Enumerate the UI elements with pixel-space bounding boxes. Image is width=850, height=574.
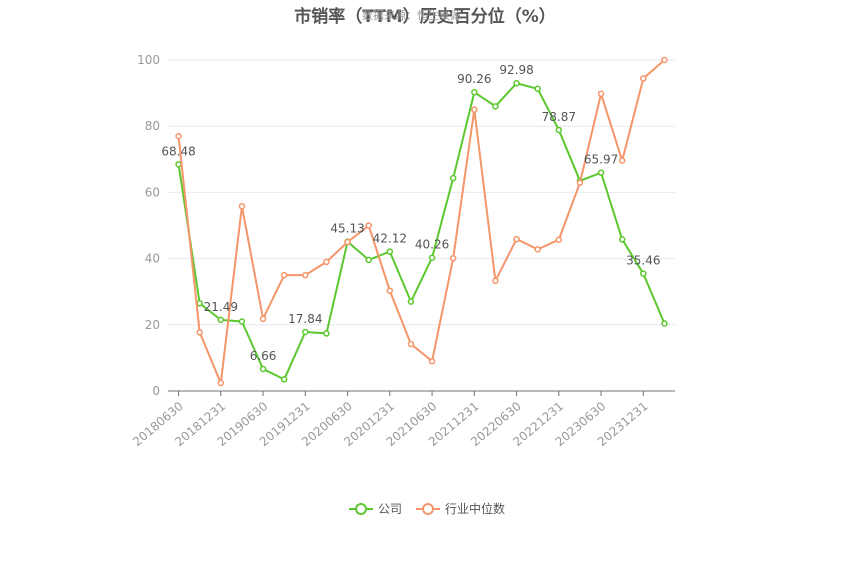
data-label: 78.87 [542, 110, 576, 124]
y-tick-label: 20 [145, 318, 160, 332]
data-point [280, 271, 288, 279]
data-label: 35.46 [626, 254, 660, 268]
y-tick-label: 100 [137, 53, 160, 67]
data-point [534, 246, 541, 253]
data-point [640, 270, 647, 277]
data-point [217, 316, 225, 324]
legend-label: 行业中位数 [445, 501, 505, 516]
data-point [618, 157, 626, 164]
series [175, 56, 668, 387]
data-point [576, 179, 584, 187]
data-point [407, 340, 415, 348]
data-point [534, 85, 541, 93]
data-point [428, 357, 436, 365]
data-point [175, 132, 182, 140]
data-point [661, 320, 668, 327]
data-point [449, 174, 457, 182]
data-point [238, 203, 246, 210]
data-point [492, 277, 499, 285]
data-point [428, 254, 436, 261]
data-label: 42.12 [373, 232, 407, 246]
y-tick-label: 60 [145, 185, 160, 199]
data-label: 92.98 [499, 63, 533, 77]
series-line-company [177, 82, 666, 381]
data-point [323, 258, 330, 266]
data-label: 6.66 [250, 349, 277, 363]
data-point [323, 330, 330, 337]
data-point [175, 161, 182, 168]
y-tick-label: 80 [145, 119, 160, 133]
watermark: 数据来源：恒生聚源 [362, 9, 461, 22]
series-line-industry-median [177, 59, 666, 385]
data-point [449, 255, 457, 262]
data-label: 90.26 [457, 72, 491, 86]
data-point [597, 90, 605, 98]
data-point [196, 329, 203, 336]
y-tick-label: 40 [145, 252, 160, 266]
legend-label: 公司 [378, 502, 402, 516]
data-label: 45.13 [330, 222, 364, 236]
data-point [492, 103, 499, 110]
data-point [280, 376, 288, 383]
data-point [407, 298, 415, 305]
data-point [555, 236, 563, 243]
data-point [597, 169, 605, 176]
data-point [302, 328, 309, 336]
data-point [471, 106, 478, 113]
legend: 公司 行业中位数 [349, 501, 505, 516]
legend-item: 行业中位数 [416, 501, 505, 516]
data-label: 65.97 [584, 153, 618, 167]
data-label: 68.48 [161, 144, 195, 158]
data-point [259, 315, 267, 323]
data-point [259, 365, 267, 373]
data-point [365, 256, 372, 264]
y-tick-label: 0 [152, 384, 160, 398]
data-labels: 68.48 21.49 6.66 17.84 45.13 42.12 40.26 90.26 9… [161, 63, 660, 363]
data-point [238, 318, 246, 325]
data-point [618, 236, 626, 243]
data-label: 17.84 [288, 312, 322, 326]
data-point [386, 287, 394, 294]
data-label: 21.49 [204, 300, 238, 314]
data-point [513, 79, 520, 87]
data-point [196, 300, 203, 307]
chart-title: 市销率（TTM）历史百分位（%） [294, 7, 556, 27]
data-point [365, 222, 372, 229]
legend-marker [355, 503, 367, 515]
data-point [640, 75, 647, 82]
data-point [661, 56, 668, 64]
data-point [555, 126, 563, 134]
data-label: 40.26 [415, 238, 449, 252]
data-point [513, 235, 520, 243]
data-point [344, 238, 351, 246]
data-point [386, 248, 394, 255]
data-point [302, 271, 309, 279]
axes: 0204060801002018063020181231201906302019… [130, 53, 675, 449]
data-point [217, 379, 225, 387]
legend-item: 公司 [349, 502, 402, 516]
legend-marker [422, 503, 434, 515]
data-point [471, 88, 478, 96]
